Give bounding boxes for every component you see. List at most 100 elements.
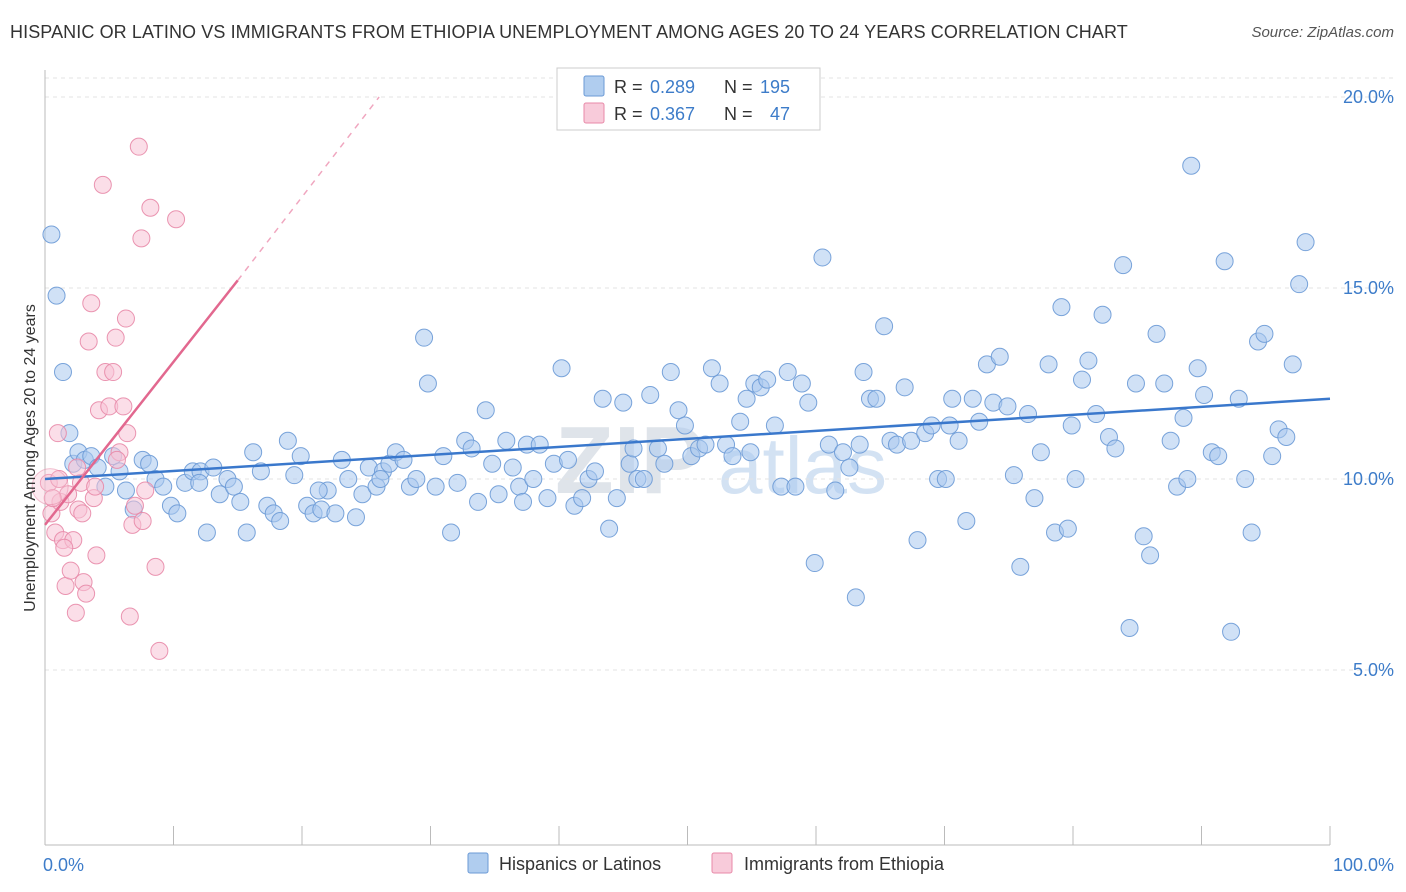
point-ethiopia bbox=[146, 557, 165, 576]
point-hispanic bbox=[1188, 359, 1207, 378]
point-hispanic bbox=[426, 477, 445, 496]
point-hispanic bbox=[867, 389, 886, 408]
point-hispanic bbox=[710, 374, 729, 393]
point-hispanic bbox=[1052, 298, 1071, 317]
point-hispanic bbox=[448, 473, 467, 492]
point-hispanic bbox=[600, 519, 619, 538]
point-hispanic bbox=[514, 492, 533, 511]
point-hispanic bbox=[1011, 557, 1030, 576]
legend-n-value-ethiopia: 47 bbox=[770, 104, 790, 124]
point-ethiopia bbox=[125, 496, 144, 515]
point-hispanic bbox=[271, 512, 290, 531]
point-hispanic bbox=[558, 450, 577, 469]
point-ethiopia bbox=[56, 576, 75, 595]
point-hispanic bbox=[1195, 385, 1214, 404]
point-hispanic bbox=[353, 485, 372, 504]
point-hispanic bbox=[846, 588, 865, 607]
legend: R = 0.289 N = 195 R = 0.367 N = 47 bbox=[556, 67, 821, 131]
point-hispanic bbox=[850, 435, 869, 454]
x-tick-label-left: 0.0% bbox=[43, 855, 84, 875]
point-ethiopia bbox=[107, 450, 126, 469]
point-hispanic bbox=[949, 431, 968, 450]
point-ethiopia bbox=[93, 175, 112, 194]
point-hispanic bbox=[614, 393, 633, 412]
point-ethiopia bbox=[61, 561, 80, 580]
point-hispanic bbox=[936, 470, 955, 488]
point-ethiopia bbox=[48, 424, 67, 443]
point-hispanic bbox=[442, 523, 461, 542]
point-hispanic bbox=[1058, 519, 1077, 538]
point-hispanic bbox=[1296, 233, 1315, 252]
point-hispanic bbox=[469, 492, 488, 511]
point-hispanic bbox=[1255, 324, 1274, 343]
point-hispanic bbox=[1120, 618, 1139, 637]
point-ethiopia bbox=[116, 309, 135, 328]
chart-title: HISPANIC OR LATINO VS IMMIGRANTS FROM ET… bbox=[10, 22, 1128, 42]
point-hispanic bbox=[1236, 470, 1255, 488]
point-hispanic bbox=[741, 443, 760, 462]
point-hispanic bbox=[1031, 443, 1050, 462]
point-hispanic bbox=[723, 447, 742, 466]
point-hispanic bbox=[1114, 256, 1133, 275]
point-hispanic bbox=[902, 431, 921, 450]
point-hispanic bbox=[251, 462, 270, 481]
point-ethiopia bbox=[104, 363, 123, 382]
point-hispanic bbox=[998, 397, 1017, 416]
point-ethiopia bbox=[167, 210, 186, 229]
point-ethiopia bbox=[86, 477, 105, 496]
point-hispanic bbox=[826, 481, 845, 500]
bottom-legend-swatch-hispanic bbox=[467, 852, 489, 874]
point-hispanic bbox=[875, 317, 894, 336]
point-hispanic bbox=[538, 489, 557, 508]
point-hispanic bbox=[394, 450, 413, 469]
point-ethiopia bbox=[79, 332, 98, 351]
point-ethiopia bbox=[129, 137, 148, 156]
point-hispanic bbox=[1277, 427, 1296, 446]
trendline-ethiopia-extension bbox=[237, 96, 380, 281]
trendline-ethiopia bbox=[44, 279, 239, 526]
point-hispanic bbox=[291, 447, 310, 466]
point-hispanic bbox=[854, 363, 873, 382]
y-tick-label: 20.0% bbox=[1343, 87, 1394, 107]
point-hispanic bbox=[840, 458, 859, 477]
point-hispanic bbox=[210, 485, 229, 504]
point-hispanic bbox=[758, 370, 777, 389]
point-hispanic bbox=[407, 470, 426, 488]
point-hispanic bbox=[833, 443, 852, 462]
point-hispanic bbox=[963, 389, 982, 408]
point-hispanic bbox=[786, 477, 805, 496]
point-hispanic bbox=[990, 347, 1009, 366]
point-hispanic bbox=[1222, 622, 1241, 641]
point-hispanic bbox=[53, 363, 72, 382]
point-hispanic bbox=[483, 454, 502, 473]
source-label: Source: ZipAtlas.com bbox=[1251, 24, 1394, 41]
point-hispanic bbox=[1019, 405, 1038, 424]
point-ethiopia bbox=[77, 584, 96, 603]
point-hispanic bbox=[573, 489, 592, 508]
point-ethiopia bbox=[68, 458, 87, 477]
point-hispanic bbox=[47, 286, 66, 305]
point-hispanic bbox=[675, 416, 694, 435]
y-axis-label: Unemployment Among Ages 20 to 24 years bbox=[22, 304, 39, 612]
point-hispanic bbox=[792, 374, 811, 393]
point-hispanic bbox=[1072, 370, 1091, 389]
point-ethiopia bbox=[136, 481, 155, 500]
point-ethiopia bbox=[132, 229, 151, 248]
point-hispanic bbox=[489, 485, 508, 504]
point-hispanic bbox=[1126, 374, 1145, 393]
point-hispanic bbox=[819, 435, 838, 454]
point-hispanic bbox=[476, 401, 495, 420]
point-hispanic bbox=[278, 431, 297, 450]
point-hispanic bbox=[731, 412, 750, 431]
point-hispanic bbox=[168, 504, 187, 523]
point-ethiopia bbox=[141, 198, 160, 217]
point-hispanic bbox=[799, 393, 818, 412]
legend-n-label-hispanic: N = bbox=[724, 77, 753, 97]
point-hispanic bbox=[940, 416, 959, 435]
point-hispanic bbox=[669, 401, 688, 420]
point-hispanic bbox=[895, 378, 914, 397]
point-hispanic bbox=[418, 374, 437, 393]
bottom-legend-label-ethiopia: Immigrants from Ethiopia bbox=[744, 854, 945, 874]
point-hispanic bbox=[1134, 527, 1153, 546]
